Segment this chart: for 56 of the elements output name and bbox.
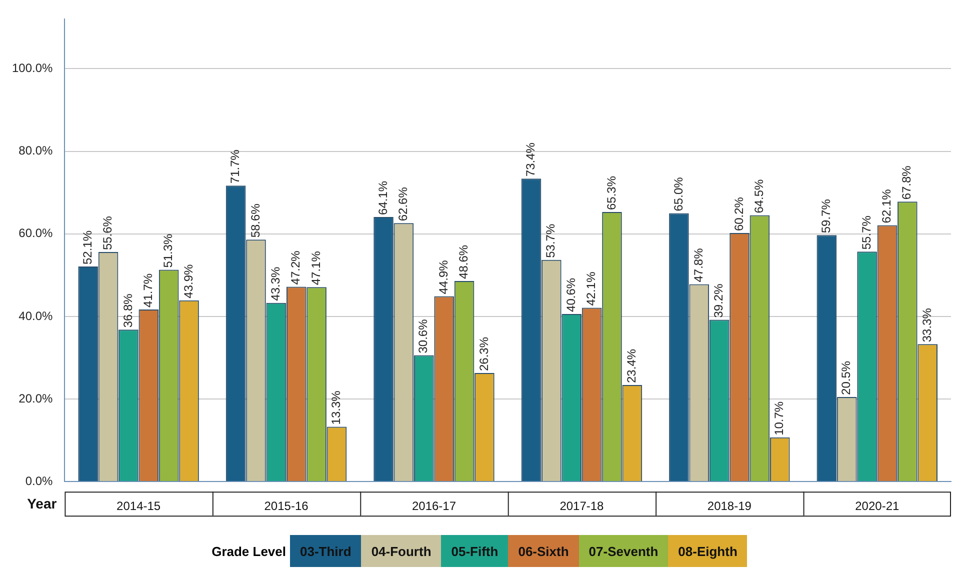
data-label: 47.1%	[308, 250, 323, 286]
data-label: 48.6%	[456, 244, 471, 279]
data-label: 60.2%	[732, 196, 746, 232]
data-label: 33.3%	[920, 308, 934, 342]
data-label: 20.5%	[839, 360, 854, 395]
text: 03-Third	[290, 535, 362, 567]
data-label: 73.4%	[524, 142, 538, 177]
data-label: 59.7%	[818, 198, 833, 234]
data-label: 52.1%	[80, 230, 94, 264]
y-tick-label: 20.0%	[18, 391, 54, 406]
data-label: 62.6%	[396, 186, 410, 222]
text: 07-Seventh	[578, 535, 668, 567]
text: 05-Fifth	[441, 535, 508, 567]
data-label: 51.3%	[161, 233, 176, 268]
y-tick-label: 80.0%	[18, 144, 54, 158]
x-tick-label: 2018-19	[707, 499, 752, 514]
x-tick-label: 2014-15	[116, 499, 161, 514]
text: 04-Fourth	[361, 535, 442, 567]
y-tick-label: 40.0%	[18, 308, 54, 323]
data-label: 58.6%	[248, 203, 262, 238]
data-label: 64.1%	[376, 180, 390, 215]
data-label: 26.3%	[476, 336, 491, 372]
x-tick-label: 2015-16	[264, 499, 309, 514]
data-label: 41.7%	[140, 273, 155, 308]
data-label: 65.3%	[604, 176, 618, 210]
data-label: 55.7%	[859, 215, 874, 250]
legend-title: Grade Level	[212, 544, 286, 558]
x-tick-label: 2020-21	[855, 499, 900, 514]
data-label: 43.9%	[181, 264, 196, 298]
data-label: 10.7%	[772, 401, 786, 436]
data-label: 55.6%	[100, 216, 115, 250]
y-tick-label: 0.0%	[25, 474, 54, 488]
data-label: 43.3%	[268, 266, 282, 301]
data-label: 39.2%	[712, 283, 726, 318]
data-label: 42.1%	[584, 271, 598, 306]
data-label: 47.2%	[288, 250, 303, 285]
data-label: 53.7%	[544, 224, 558, 258]
data-label: 23.4%	[624, 348, 638, 383]
data-label: 36.8%	[120, 293, 135, 328]
data-label: 65.0%	[671, 176, 686, 212]
x-tick-label: 2017-18	[560, 499, 604, 514]
y-tick-label: 60.0%	[18, 226, 54, 240]
text: 06-Sixth	[508, 535, 579, 567]
data-label: 13.3%	[329, 390, 344, 425]
y-tick-label: 100.0%	[12, 61, 54, 76]
data-label: 64.5%	[752, 178, 766, 214]
data-label: 47.8%	[691, 248, 706, 282]
text: 08-Eighth	[668, 535, 748, 567]
x-axis-title: Year	[27, 495, 58, 512]
data-label: 67.8%	[900, 165, 914, 200]
data-label: 71.7%	[228, 149, 242, 184]
data-label: 44.9%	[436, 260, 450, 294]
data-label: 30.6%	[416, 318, 430, 354]
data-label: 62.1%	[880, 188, 894, 224]
data-label: 40.6%	[564, 278, 578, 312]
x-tick-label: 2016-17	[412, 499, 456, 514]
